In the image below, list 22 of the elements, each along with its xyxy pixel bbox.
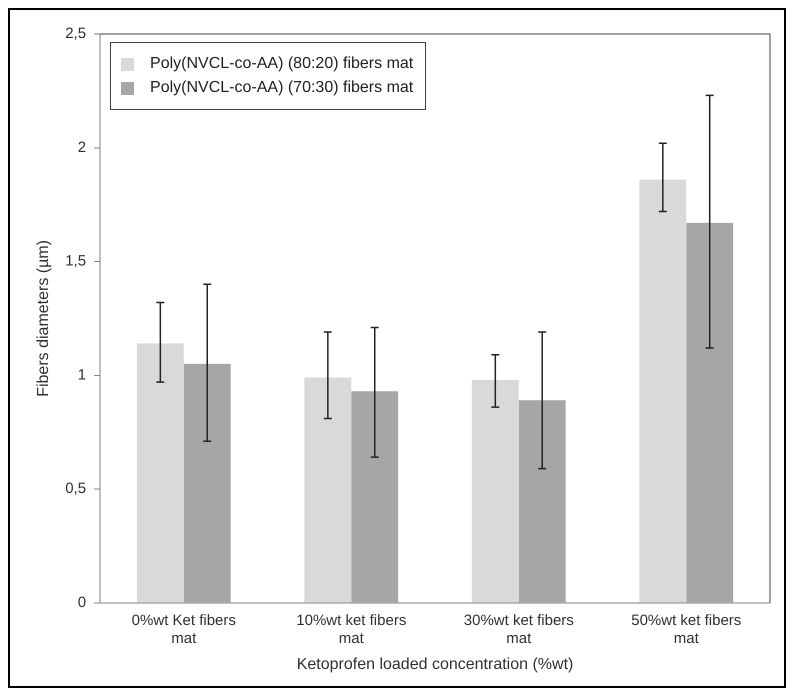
y-tick-label: 2,5 xyxy=(65,25,86,42)
x-tick-label: 0%wt Ket fibers mat xyxy=(132,612,236,647)
legend-label: Poly(NVCL-co-AA) (70:30) fibers mat xyxy=(150,79,414,97)
y-tick-label: 0 xyxy=(78,594,86,611)
bar xyxy=(472,380,519,602)
y-axis-title: Fibers diameters (µm) xyxy=(35,240,52,397)
x-tick-label: 50%wt ket fibers mat xyxy=(631,612,742,647)
x-tick-label: 30%wt ket fibers mat xyxy=(464,612,574,647)
bar xyxy=(184,364,231,602)
bar xyxy=(686,222,734,602)
bar xyxy=(518,400,566,602)
y-tick-label: 0,5 xyxy=(65,480,86,498)
bar xyxy=(351,391,398,602)
x-tick-label: 10%wt ket fibers mat xyxy=(296,612,406,647)
bar xyxy=(639,180,686,602)
y-tick-label: 2 xyxy=(78,138,86,156)
y-tick-label: 1 xyxy=(78,366,86,384)
x-axis-title: Ketoprofen loaded concentration (%wt) xyxy=(296,656,574,673)
bar xyxy=(136,343,184,602)
bar xyxy=(304,378,352,602)
legend-label: Poly(NVCL-co-AA) (80:20) fibers mat xyxy=(150,55,414,73)
y-tick-label: 1,5 xyxy=(65,252,86,270)
